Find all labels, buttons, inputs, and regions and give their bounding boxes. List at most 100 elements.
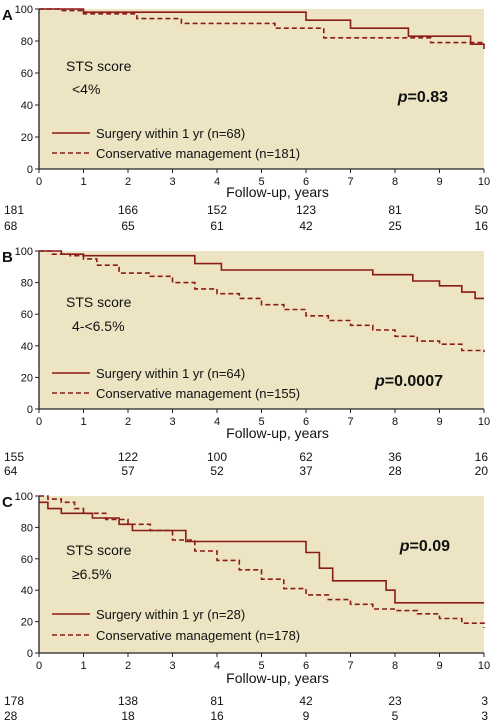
series-line-conservative (39, 250, 485, 353)
y-tick-label: 100 (15, 491, 33, 503)
panel-b: B 0 20 40 60 80 100 0 1 2 3 4 5 6 7 8 9 10 Follow-up, year… (2, 246, 490, 478)
annotation-title: STS score (66, 58, 132, 74)
x-tick-label: 7 (347, 416, 353, 428)
x-tick-label: 8 (392, 660, 398, 672)
x-tick-label: 9 (436, 416, 442, 428)
risk-table-cell: 68 (4, 219, 18, 233)
p-value-number: =0.09 (410, 538, 451, 555)
x-tick-label: 0 (36, 416, 42, 428)
risk-table-cell: 65 (121, 219, 135, 233)
series-line-surgery (39, 501, 484, 604)
risk-table-cell: 50 (475, 203, 489, 217)
x-tick-label: 5 (258, 660, 264, 672)
risk-table-cell: 16 (210, 709, 224, 723)
p-value: p=0.83 (397, 89, 448, 106)
risk-table-cell: 18 (121, 709, 135, 723)
p-value: p=0.0007 (374, 373, 443, 390)
x-tick-label: 2 (125, 416, 131, 428)
risk-table-cell: 36 (388, 450, 402, 464)
risk-table-cell: 155 (4, 450, 24, 464)
legend-label: Conservative management (n=181) (96, 146, 300, 161)
y-tick-label: 100 (15, 4, 33, 16)
x-tick-label: 5 (258, 176, 264, 188)
risk-table-cell: 123 (296, 203, 316, 217)
y-tick-label: 80 (21, 36, 33, 48)
legend-label: Conservative management (n=155) (96, 386, 300, 401)
panel-label: A (2, 7, 13, 24)
x-tick-label: 1 (80, 660, 86, 672)
y-tick-label: 40 (21, 585, 33, 597)
x-tick-label: 6 (303, 176, 309, 188)
annotation-sub: <4% (72, 81, 100, 97)
x-tick-label: 6 (303, 416, 309, 428)
x-tick-label: 3 (169, 416, 175, 428)
risk-table-cell: 178 (4, 694, 24, 708)
p-value-prefix: p (374, 373, 385, 390)
y-tick-label: 40 (21, 341, 33, 353)
annotation-sub: ≥6.5% (72, 566, 112, 582)
risk-table-cell: 100 (207, 450, 227, 464)
x-tick-label: 3 (169, 176, 175, 188)
risk-table-cell: 20 (475, 464, 489, 478)
risk-table-cell: 57 (121, 464, 135, 478)
risk-table-cell: 152 (207, 203, 227, 217)
risk-table-cell: 61 (210, 219, 224, 233)
x-tick-label: 6 (303, 660, 309, 672)
y-tick-label: 0 (27, 404, 33, 416)
risk-table-cell: 64 (4, 464, 18, 478)
x-tick-label: 3 (169, 660, 175, 672)
y-tick-label: 0 (27, 648, 33, 660)
p-value: p=0.09 (399, 538, 450, 555)
risk-table-cell: 37 (299, 464, 313, 478)
y-tick-label: 80 (21, 522, 33, 534)
risk-table-cell: 3 (481, 694, 488, 708)
series-line-conservative (39, 8, 485, 45)
y-tick-label: 60 (21, 554, 33, 566)
x-axis-label: Follow-up, years (226, 670, 329, 686)
x-axis-label: Follow-up, years (226, 425, 329, 441)
x-tick-label: 7 (347, 660, 353, 672)
p-value-number: =0.83 (408, 89, 449, 106)
y-tick-label: 20 (21, 617, 33, 629)
y-tick-label: 0 (27, 164, 33, 176)
risk-table-cell: 81 (210, 694, 224, 708)
risk-table-cell: 62 (299, 450, 313, 464)
x-tick-label: 0 (36, 660, 42, 672)
risk-table-cell: 3 (481, 709, 488, 723)
p-value-prefix: p (397, 89, 408, 106)
legend-label: Conservative management (n=178) (96, 628, 300, 643)
y-tick-label: 20 (21, 372, 33, 384)
x-tick-label: 1 (80, 176, 86, 188)
plot-background (39, 251, 484, 409)
x-tick-label: 10 (478, 416, 490, 428)
risk-table-cell: 16 (475, 219, 489, 233)
risk-table-cell: 138 (118, 694, 138, 708)
x-tick-label: 8 (392, 416, 398, 428)
x-tick-label: 0 (36, 176, 42, 188)
risk-table-cell: 16 (475, 450, 489, 464)
risk-table-cell: 5 (392, 709, 399, 723)
x-axis-label: Follow-up, years (226, 184, 329, 200)
x-tick-label: 4 (214, 416, 220, 428)
p-value-prefix: p (399, 538, 410, 555)
legend-label: Surgery within 1 yr (n=64) (96, 366, 245, 381)
x-tick-label: 10 (478, 176, 490, 188)
y-tick-label: 20 (21, 132, 33, 144)
risk-table-cell: 25 (388, 219, 402, 233)
x-tick-label: 2 (125, 660, 131, 672)
risk-table-cell: 166 (118, 203, 138, 217)
risk-table-cell: 42 (299, 694, 313, 708)
panel-label: B (2, 249, 13, 266)
risk-table-cell: 52 (210, 464, 224, 478)
legend-label: Surgery within 1 yr (n=28) (96, 607, 245, 622)
x-tick-label: 4 (214, 660, 220, 672)
x-tick-label: 4 (214, 176, 220, 188)
x-tick-label: 7 (347, 176, 353, 188)
p-value-number: =0.0007 (385, 373, 443, 390)
x-tick-label: 10 (478, 660, 490, 672)
x-tick-label: 9 (436, 176, 442, 188)
y-tick-label: 100 (15, 246, 33, 258)
risk-table-cell: 28 (388, 464, 402, 478)
